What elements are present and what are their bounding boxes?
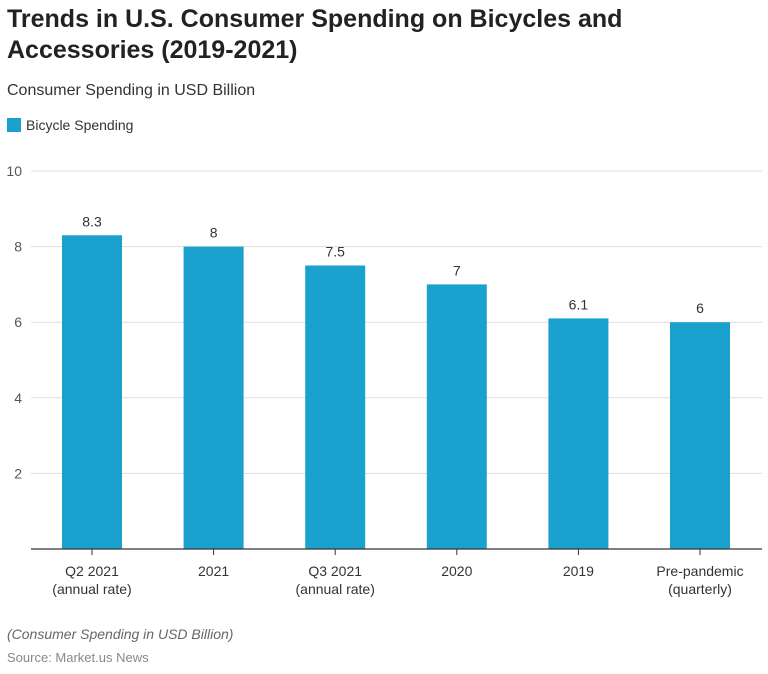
chart-subtitle: Consumer Spending in USD Billion [7, 82, 256, 99]
x-tick-label: (annual rate) [296, 581, 375, 597]
y-tick-label: 8 [14, 239, 22, 255]
chart-title: Trends in U.S. Consumer Spending on Bicy… [7, 5, 623, 64]
source: Source: Market.us News [7, 650, 149, 665]
x-tick-label: (annual rate) [52, 581, 131, 597]
x-tick-label: Q3 2021 [308, 563, 362, 579]
legend-label: Bicycle Spending [26, 117, 134, 133]
x-tick-label: (quarterly) [668, 581, 732, 597]
x-tick-label: 2019 [563, 563, 594, 579]
bar [62, 235, 122, 549]
y-tick-label: 6 [14, 314, 22, 330]
x-tick-label: Q2 2021 [65, 563, 119, 579]
footnote: (Consumer Spending in USD Billion) [7, 626, 234, 642]
bar [426, 284, 487, 549]
bar [548, 318, 609, 549]
legend-swatch [7, 118, 21, 132]
legend: Bicycle Spending [7, 117, 133, 133]
bar [305, 265, 366, 549]
data-label: 7 [453, 262, 461, 278]
y-tick-label: 4 [14, 390, 22, 406]
x-tick-label: 2020 [441, 563, 472, 579]
data-label: 6 [696, 300, 704, 316]
bar [670, 322, 730, 549]
x-tick-label: Pre-pandemic [656, 563, 743, 579]
data-label: 6.1 [569, 296, 589, 312]
bar [183, 246, 244, 549]
data-label: 8.3 [82, 213, 102, 229]
data-label: 8 [210, 225, 218, 241]
x-tick-label: 2021 [198, 563, 229, 579]
y-tick-label: 2 [14, 465, 22, 481]
data-label: 7.5 [325, 244, 345, 260]
y-tick-label: 10 [6, 163, 22, 179]
